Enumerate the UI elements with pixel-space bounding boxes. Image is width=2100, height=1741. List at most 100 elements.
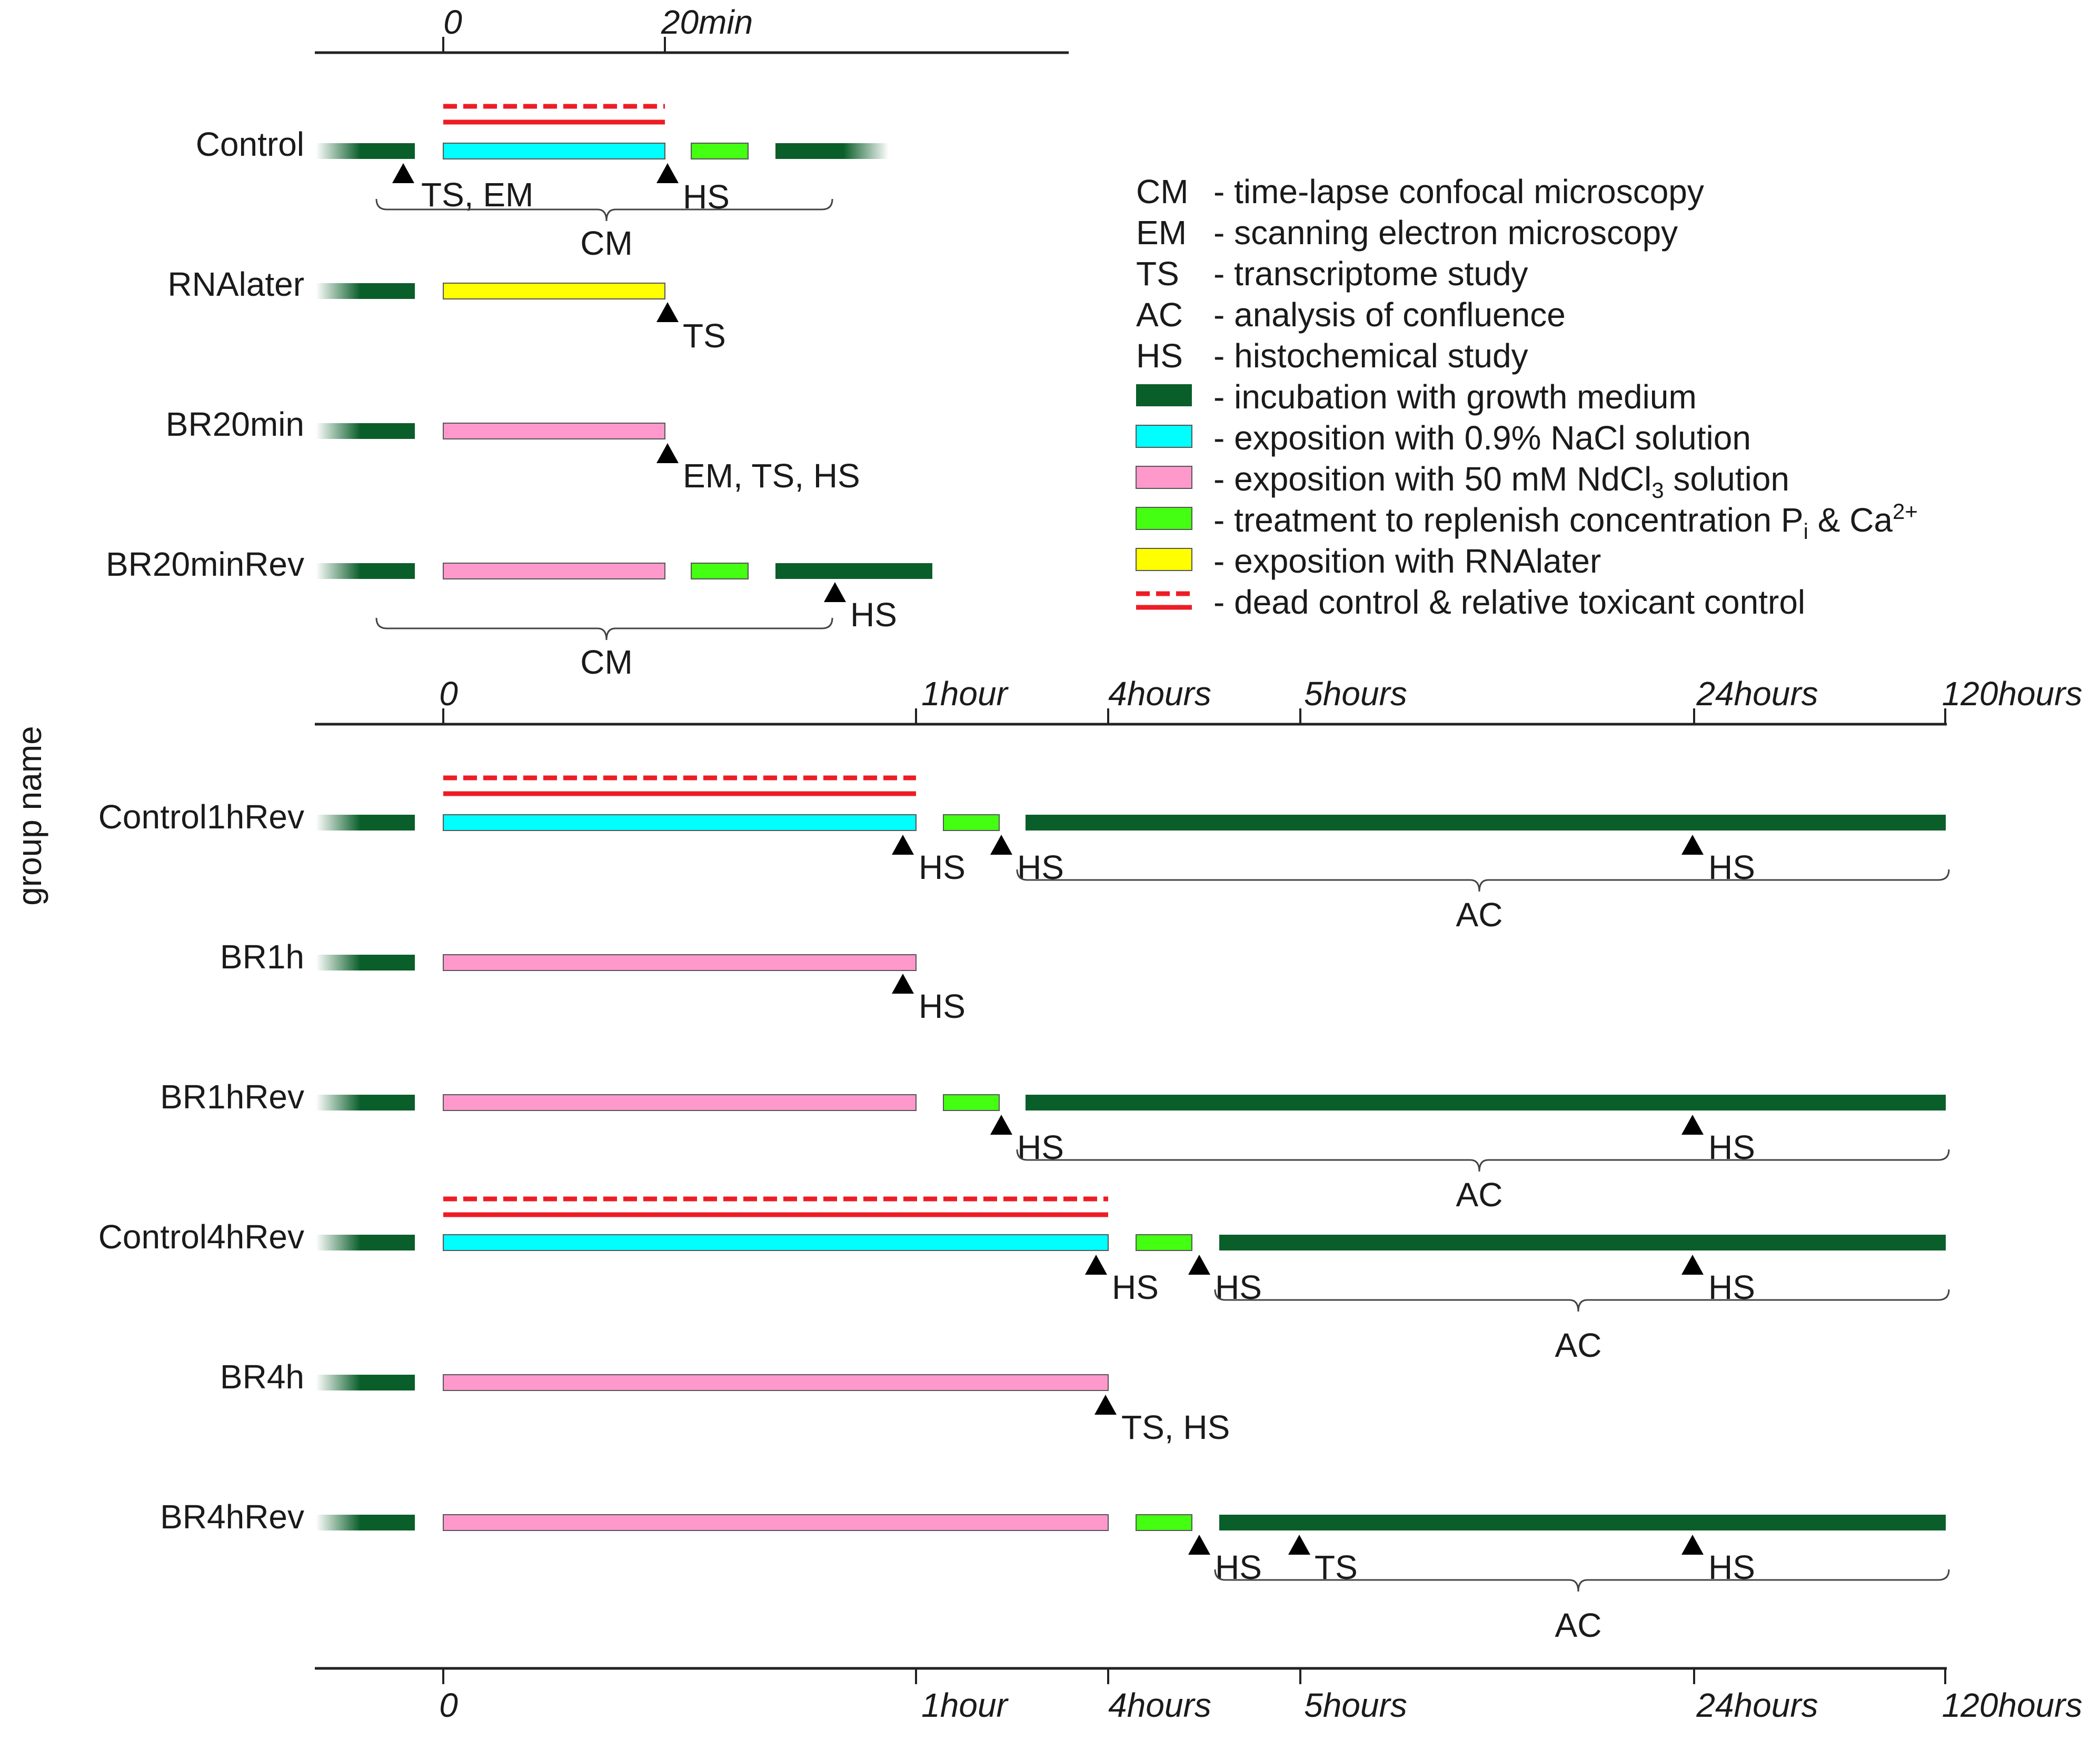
legend-code: AC	[1136, 296, 1183, 334]
annotation-ac: AC	[1456, 1176, 1503, 1214]
sampling-marker	[1681, 835, 1704, 855]
replenish-bar	[1136, 1514, 1192, 1531]
ac-brace	[1214, 1569, 1950, 1592]
nacl-bar	[443, 1234, 1109, 1251]
growth-bar	[775, 143, 889, 159]
y-axis-title: group name	[11, 726, 48, 906]
sampling-marker	[656, 443, 679, 463]
bottom-axis-tick-4hours: 4hours	[1108, 1686, 1211, 1724]
growth-bar	[316, 955, 415, 970]
growth-bar	[1026, 1095, 1946, 1110]
ac-brace	[1214, 1289, 1950, 1312]
legend-description: - exposition with 50 mM NdCl3 solution	[1213, 460, 1789, 503]
growth-bar	[316, 1375, 415, 1390]
legend-code: HS	[1136, 337, 1183, 375]
legend-description: - time-lapse confocal microscopy	[1213, 173, 1704, 211]
cm-brace	[375, 617, 833, 641]
legend-entry-ts: TS - transcriptome study	[1136, 255, 1528, 293]
annotation-hs: HS	[919, 848, 966, 886]
growth-bar	[316, 1235, 415, 1250]
row-br4h: BR4h TS, HS	[220, 1358, 1230, 1446]
bottom-axis-tick-24hours: 24hours	[1696, 1686, 1818, 1724]
growth-bar	[316, 1515, 415, 1530]
legend-description: - exposition with RNAlater	[1213, 542, 1601, 580]
group-label-control: Control	[196, 125, 304, 163]
annotation-ac: AC	[1555, 1606, 1602, 1644]
legend-entry-em: EM - scanning electron microscopy	[1136, 214, 1678, 252]
bottom-axis-tick-5hours: 5hours	[1304, 1686, 1407, 1724]
sampling-marker	[990, 835, 1012, 855]
group-label-control1hrev: Control1hRev	[98, 798, 304, 836]
growth-bar	[316, 815, 415, 831]
growth-bar	[1026, 815, 1946, 831]
ndcl3-bar	[443, 1374, 1109, 1391]
legend: CM - time-lapse confocal microscopy EM -…	[1136, 173, 1918, 621]
nacl-bar	[443, 814, 917, 831]
legend-code: EM	[1136, 214, 1187, 252]
ndcl3-bar	[443, 423, 665, 439]
legend-entry-cm: CM - time-lapse confocal microscopy	[1136, 173, 1704, 211]
legend-entry-dead-control: - dead control & relative toxicant contr…	[1136, 583, 1805, 621]
annotation-cm: CM	[580, 643, 633, 681]
middle-axis-tick-1hour: 1hour	[921, 675, 1009, 713]
top-axis-tick-20min: 20min	[661, 3, 753, 41]
bottom-axis-tick-0: 0	[439, 1686, 458, 1724]
ac-brace	[1016, 869, 1950, 892]
group-label-br4h: BR4h	[220, 1358, 304, 1396]
nacl-bar	[443, 143, 665, 159]
group-label-br20min: BR20min	[166, 405, 304, 443]
group-label-rnalater: RNAlater	[167, 265, 304, 303]
annotation-ts-em: TS, EM	[421, 176, 533, 214]
legend-description: - incubation with growth medium	[1213, 378, 1697, 416]
middle-axis-tick-120hours: 120hours	[1942, 675, 2083, 713]
growth-bar	[1219, 1515, 1946, 1530]
annotation-ts: TS	[683, 317, 726, 355]
group-label-br20minrev: BR20minRev	[106, 545, 304, 583]
legend-entry-nacl: - exposition with 0.9% NaCl solution	[1136, 419, 1751, 457]
group-label-br4hrev: BR4hRev	[160, 1498, 304, 1536]
row-control4hrev: Control4hRev HS HS HS AC	[98, 1196, 1950, 1364]
ndcl3-bar	[443, 563, 665, 579]
growth-bar	[1219, 1235, 1946, 1250]
annotation-hs: HS	[850, 596, 897, 634]
legend-description: - dead control & relative toxicant contr…	[1213, 583, 1805, 621]
legend-code: TS	[1136, 255, 1179, 293]
middle-axis-tick-5hours: 5hours	[1304, 675, 1407, 713]
cm-brace	[375, 198, 833, 222]
replenish-bar	[943, 814, 1000, 831]
sampling-marker	[656, 163, 679, 183]
middle-axis: 0 1hour 4hours 5hours 24hours 120hours	[315, 675, 2083, 726]
legend-entry-hs: HS - histochemical study	[1136, 337, 1528, 375]
legend-description: - transcriptome study	[1213, 255, 1528, 293]
sampling-marker	[1681, 1255, 1704, 1275]
row-br1h: BR1h HS	[220, 938, 966, 1025]
sampling-marker	[824, 582, 846, 602]
ndcl3-bar	[443, 1514, 1109, 1531]
legend-description: - exposition with 0.9% NaCl solution	[1213, 419, 1751, 457]
row-br20min: BR20min EM, TS, HS	[166, 405, 860, 495]
growth-bar	[316, 143, 415, 159]
replenish-bar	[691, 563, 749, 579]
annotation-cm: CM	[580, 224, 633, 262]
bottom-axis-tick-1hour: 1hour	[921, 1686, 1009, 1724]
legend-swatch-replenish	[1136, 507, 1192, 530]
sampling-marker	[1094, 1395, 1117, 1415]
row-rnalater: RNAlater TS	[167, 265, 725, 355]
sampling-marker	[990, 1115, 1012, 1135]
sampling-marker	[1188, 1255, 1210, 1275]
replenish-bar	[943, 1094, 1000, 1111]
sampling-marker	[1681, 1115, 1704, 1135]
sampling-marker	[1188, 1535, 1210, 1555]
sampling-marker	[1085, 1255, 1107, 1275]
growth-bar	[316, 1095, 415, 1110]
replenish-bar	[1136, 1234, 1192, 1251]
annotation-ac: AC	[1456, 896, 1503, 934]
middle-axis-tick-24hours: 24hours	[1696, 675, 1818, 713]
legend-entry-growth-medium: - incubation with growth medium	[1136, 378, 1697, 416]
sampling-marker	[1681, 1535, 1704, 1555]
group-label-br1hrev: BR1hRev	[160, 1078, 304, 1116]
sampling-marker	[656, 302, 679, 322]
sampling-marker	[1288, 1535, 1310, 1555]
row-control: Control TS, EM HS CM	[196, 104, 889, 262]
